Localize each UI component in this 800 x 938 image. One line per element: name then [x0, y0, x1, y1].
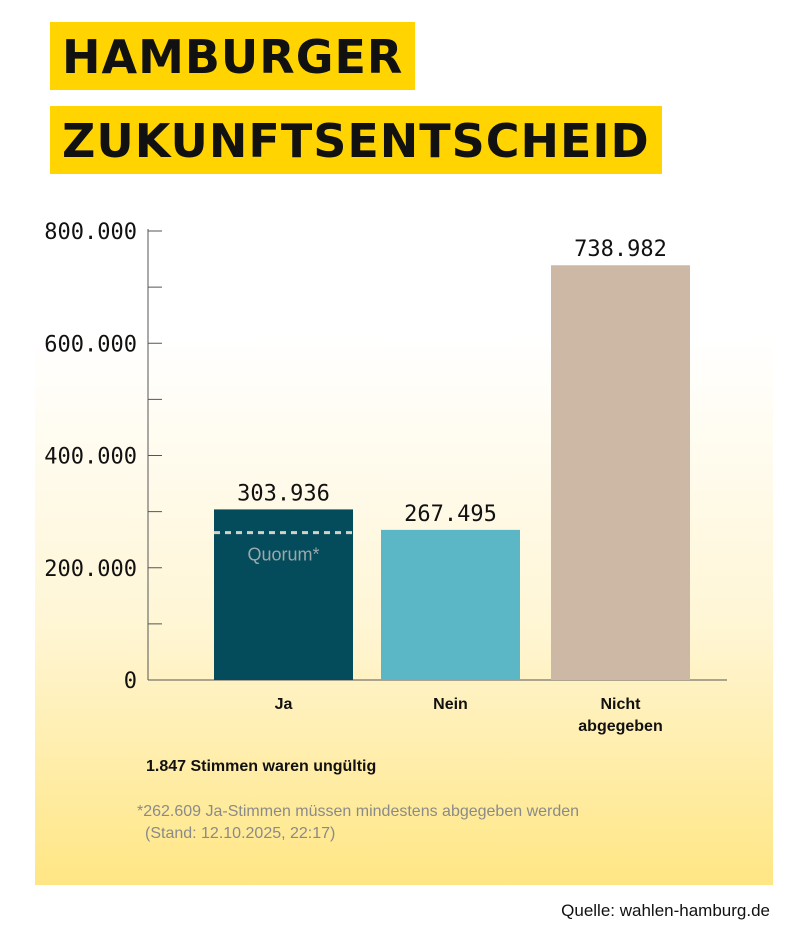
bar-3	[551, 265, 690, 680]
source-credit: Quelle: wahlen-hamburg.de	[561, 901, 770, 920]
y-tick-label: 0	[124, 669, 137, 694]
bar-value-label: 303.936	[237, 481, 330, 506]
footnote-line-2: (Stand: 12.10.2025, 22:17)	[145, 825, 336, 842]
category-label: Ja	[275, 696, 293, 713]
y-tick-label: 800.000	[44, 220, 137, 245]
category-label: abgegeben	[578, 718, 662, 735]
y-tick-label: 400.000	[44, 445, 137, 470]
y-tick-label: 200.000	[44, 557, 137, 582]
category-label: Nicht	[601, 696, 642, 713]
bar-1	[214, 509, 353, 680]
invalid-votes-note: 1.847 Stimmen waren ungültig	[146, 758, 377, 775]
footnote-line-1: *262.609 Ja-Stimmen müssen mindestens ab…	[137, 803, 580, 820]
bar-chart: 0 200.000 400.000 600.000 800.000 303.936 Ja 26…	[44, 220, 727, 735]
title-line-1: HAMBURGER	[50, 22, 416, 90]
bar-value-label: 738.982	[574, 237, 667, 262]
quorum-label: Quorum*	[247, 545, 319, 565]
category-label: Nein	[433, 696, 468, 713]
title-line-2: ZUKUNFTSENTSCHEID	[50, 106, 662, 174]
bar-2	[381, 529, 520, 680]
bar-value-label: 267.495	[404, 502, 497, 527]
y-tick-label: 600.000	[44, 332, 137, 357]
quorum-footnote: *262.609 Ja-Stimmen müssen mindestens ab…	[137, 801, 579, 845]
